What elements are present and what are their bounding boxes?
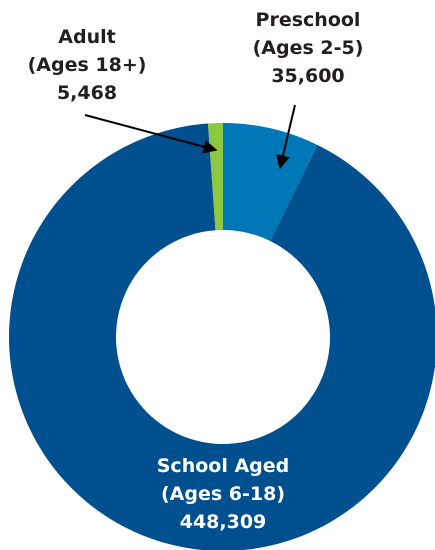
label-school-aged: School Aged (Ages 6-18) 448,309 — [157, 455, 290, 533]
slice-label-line: Preschool — [256, 9, 361, 31]
slice-value: 35,600 — [271, 65, 344, 87]
slice-value: 5,468 — [57, 82, 117, 104]
slice-labels: School Aged (Ages 6-18) 448,309 Adult (Ages … — [28, 9, 364, 533]
slice-label-line: (Ages 6-18) — [161, 483, 285, 505]
slice-value: 448,309 — [180, 511, 267, 533]
leader-lines — [84, 104, 296, 170]
label-preschool: Preschool (Ages 2-5) 35,600 — [253, 9, 364, 87]
slice-preschool — [223, 123, 318, 241]
leader-preschool — [276, 104, 296, 170]
label-adult: Adult (Ages 18+) 5,468 — [28, 26, 147, 104]
slice-school-aged — [9, 123, 435, 550]
slice-label-line: (Ages 2-5) — [253, 37, 364, 59]
slice-label-line: (Ages 18+) — [28, 54, 147, 76]
leader-adult — [84, 114, 218, 154]
slice-label-line: School Aged — [157, 455, 290, 477]
slice-label-line: Adult — [58, 26, 115, 48]
